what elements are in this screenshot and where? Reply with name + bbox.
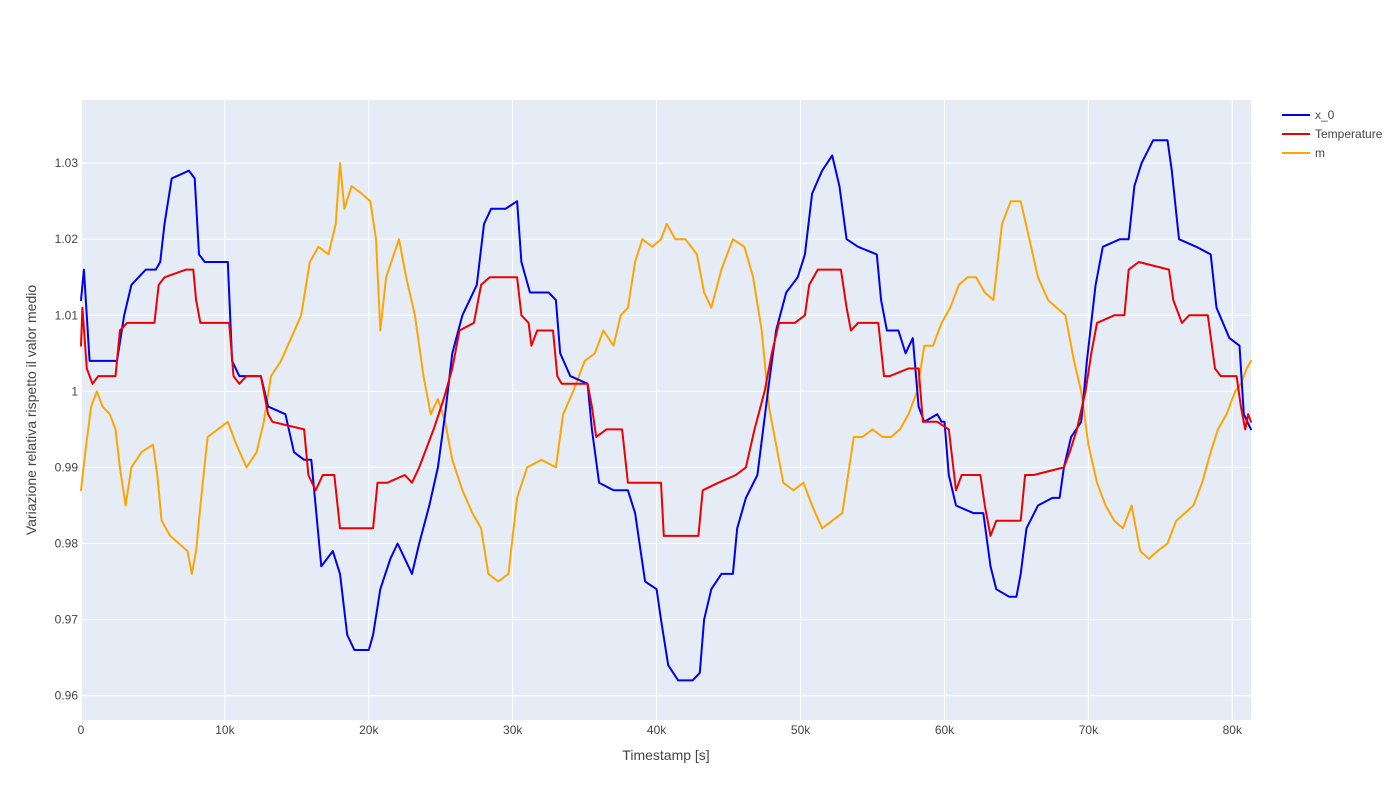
series-line-x-0 xyxy=(80,139,1252,682)
series-line-m xyxy=(80,162,1252,583)
y-tick-label: 1.01 xyxy=(55,308,79,322)
x-tick-label: 10k xyxy=(215,723,235,737)
legend-item-x-0[interactable]: x_0 xyxy=(1282,108,1335,122)
x-tick-label: 0 xyxy=(78,723,85,737)
y-tick-label: 1.03 xyxy=(55,156,79,170)
x-tick-label: 60k xyxy=(935,723,955,737)
x-tick-label: 40k xyxy=(647,723,667,737)
grid xyxy=(80,100,1251,720)
y-tick-label: 1.02 xyxy=(55,232,79,246)
x-tick-label: 70k xyxy=(1079,723,1099,737)
legend-label: m xyxy=(1315,146,1325,160)
y-axis-title: Variazione relativa rispetto il valor me… xyxy=(23,285,39,536)
x-axis-title: Timestamp [s] xyxy=(622,747,709,763)
x-tick-label: 80k xyxy=(1223,723,1243,737)
series-lines xyxy=(80,139,1252,682)
x-tick-label: 20k xyxy=(359,723,379,737)
y-tick-label: 0.97 xyxy=(55,613,79,627)
legend-item-m[interactable]: m xyxy=(1282,146,1325,160)
plot-background xyxy=(81,100,1251,720)
series-line-temperature xyxy=(80,261,1252,537)
y-tick-label: 0.98 xyxy=(55,537,79,551)
legend-label: Temperature xyxy=(1315,127,1383,141)
y-tick-label: 0.99 xyxy=(55,460,79,474)
y-axis-ticks: 0.96 0.97 0.98 0.99 1 1.01 1.02 1.03 xyxy=(55,156,79,703)
legend-label: x_0 xyxy=(1315,108,1335,122)
x-tick-label: 50k xyxy=(791,723,811,737)
x-tick-label: 30k xyxy=(503,723,523,737)
x-axis-ticks: 0 10k 20k 30k 40k 50k 60k 70k 80k xyxy=(78,723,1243,737)
legend[interactable]: x_0 Temperature m xyxy=(1282,108,1383,160)
y-tick-label: 1 xyxy=(71,384,78,398)
y-tick-label: 0.96 xyxy=(55,689,79,703)
legend-item-temperature[interactable]: Temperature xyxy=(1282,127,1383,141)
